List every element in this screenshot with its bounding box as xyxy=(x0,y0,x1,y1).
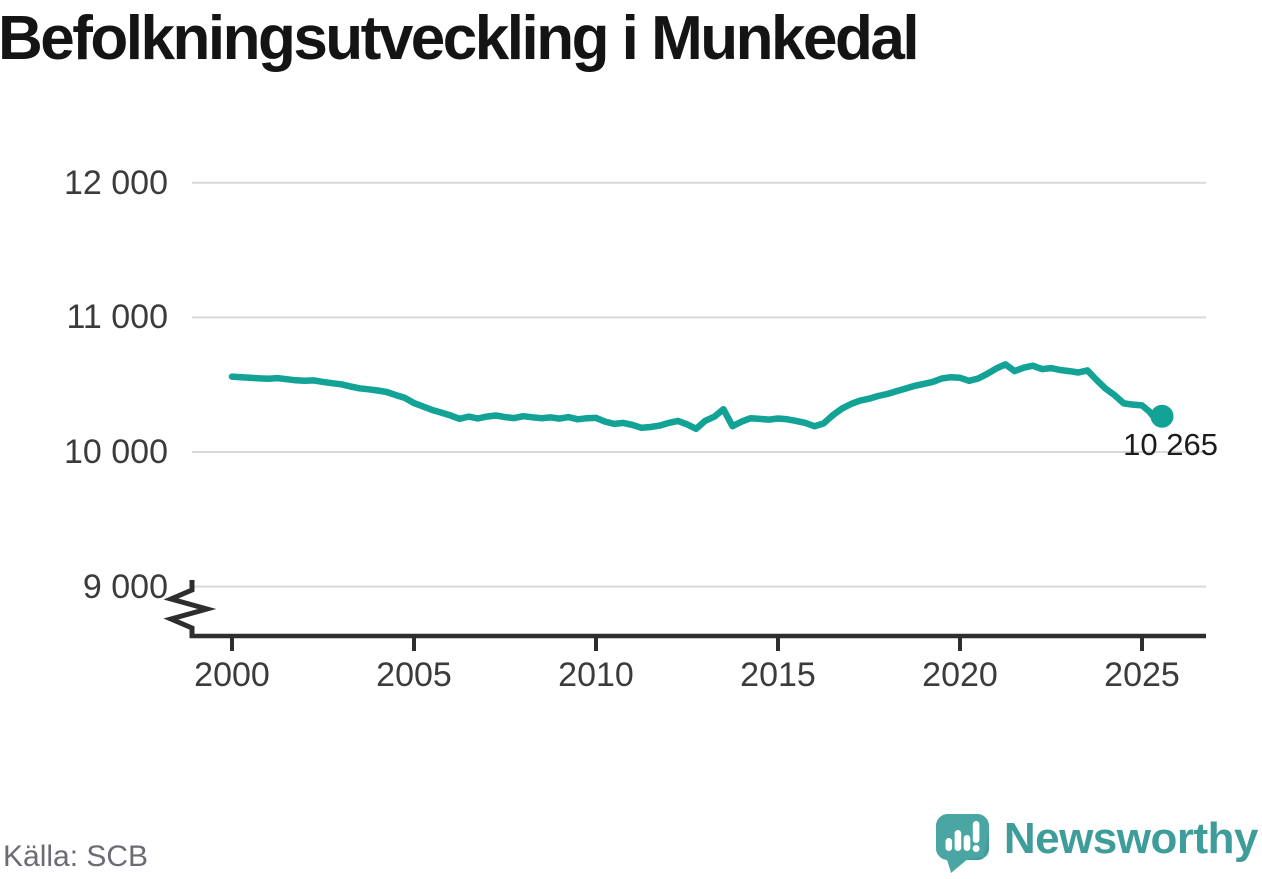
x-tick-label: 2010 xyxy=(558,656,634,694)
y-tick-label: 10 000 xyxy=(64,433,168,471)
end-point-dot xyxy=(1150,404,1174,428)
x-tick-label: 2020 xyxy=(922,656,998,694)
y-tick-label: 11 000 xyxy=(66,298,168,337)
source-note: Källa: SCB xyxy=(3,840,149,873)
newsworthy-wordmark: Newsworthy xyxy=(1003,814,1259,863)
population-line xyxy=(228,361,1166,433)
x-tick-label: 2015 xyxy=(740,656,816,694)
latest-value-label: 10 265 xyxy=(1123,427,1218,462)
newsworthy-logo: Newsworthy xyxy=(934,813,1259,873)
y-axis-break-icon xyxy=(163,580,217,638)
chart-title: Befolkningsutveckling i Munkedal xyxy=(0,4,920,73)
gridlines xyxy=(192,181,1206,588)
x-tick-label: 2025 xyxy=(1104,656,1180,694)
x-tick-label: 2000 xyxy=(194,656,270,694)
bar-chart-speech-bubble-icon xyxy=(935,814,989,873)
x-axis xyxy=(190,633,1206,651)
y-tick-label: 9 000 xyxy=(82,567,168,606)
x-tick-label: 2005 xyxy=(376,656,452,694)
y-tick-label: 12 000 xyxy=(64,163,168,202)
